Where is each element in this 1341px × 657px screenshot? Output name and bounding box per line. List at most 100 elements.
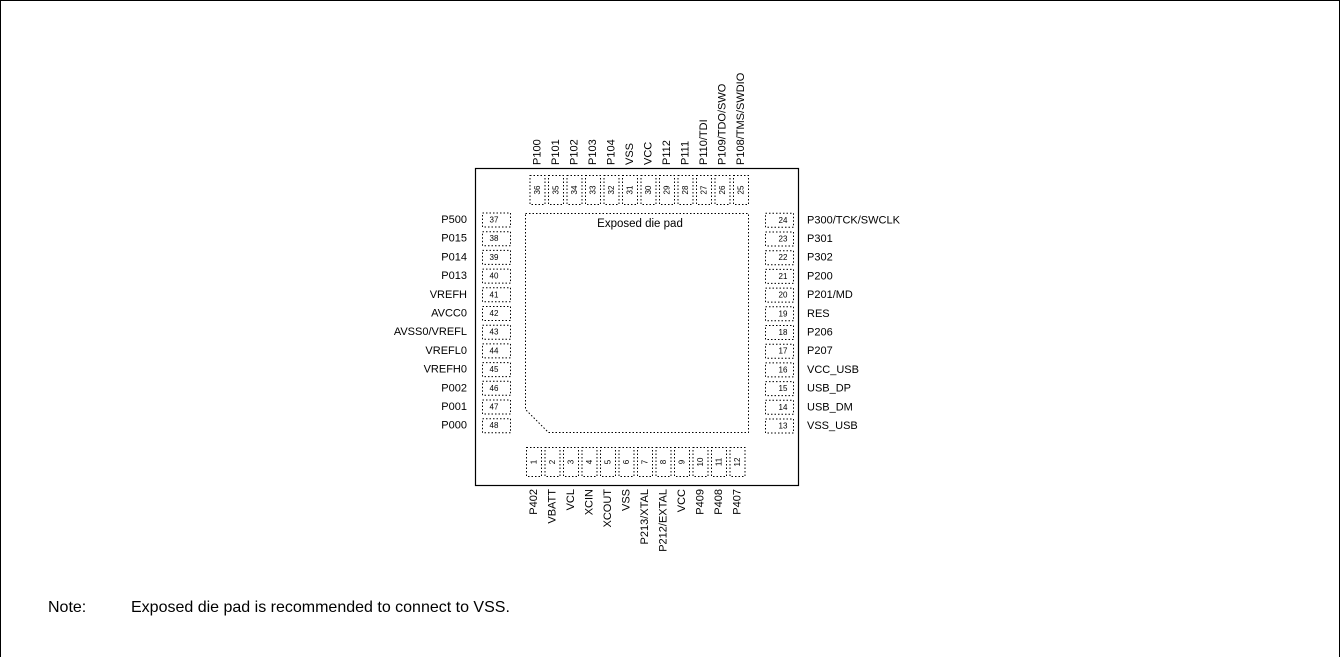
pin-label-45: VREFH0 <box>424 364 467 376</box>
pin-label-37: P500 <box>441 214 467 226</box>
pin-number-10: 10 <box>696 457 705 466</box>
pin-number-13: 13 <box>779 422 788 431</box>
pin-label-47: P001 <box>441 401 467 413</box>
pin-box-1 <box>526 447 542 477</box>
pin-label-15: USB_DP <box>807 383 851 395</box>
pin-box-21 <box>765 268 794 284</box>
pin-box-39 <box>482 249 511 265</box>
pin-box-41 <box>482 287 511 303</box>
pin-number-32: 32 <box>607 185 616 194</box>
pin-box-25 <box>733 175 749 205</box>
pin-label-24: P300/TCK/SWCLK <box>807 214 901 226</box>
pin-box-14 <box>765 399 794 415</box>
pin-box-45 <box>482 362 511 378</box>
pin-label-40: P013 <box>441 270 467 282</box>
pin-box-43 <box>482 324 511 340</box>
pin-box-23 <box>765 231 794 247</box>
pin-box-12 <box>729 447 746 477</box>
pin-box-26 <box>714 175 731 205</box>
pin-box-34 <box>566 175 583 205</box>
note-text: Exposed die pad is recommended to connec… <box>131 599 510 616</box>
pin-box-27 <box>696 175 712 205</box>
pin-number-15: 15 <box>779 384 788 393</box>
pin-label-18: P206 <box>807 327 833 339</box>
pin-label-25: P108/TMS/SWDIO <box>735 72 747 165</box>
pin-box-18 <box>765 325 794 340</box>
pin-number-43: 43 <box>490 328 499 337</box>
pin-label-11: P408 <box>713 489 725 515</box>
pin-box-33 <box>585 175 601 205</box>
pin-box-40 <box>482 268 511 284</box>
pin-label-44: VREFL0 <box>425 345 467 357</box>
pin-number-45: 45 <box>490 365 499 374</box>
pin-label-38: P015 <box>441 233 467 245</box>
pin-number-44: 44 <box>490 346 499 355</box>
pin-label-41: VREFH <box>430 289 467 301</box>
pin-number-18: 18 <box>779 328 788 337</box>
pin-label-29: P112 <box>661 140 673 165</box>
pin-box-35 <box>548 175 564 205</box>
pin-number-3: 3 <box>567 459 576 464</box>
exposed-die-pad <box>525 213 749 433</box>
pin-label-2: VBATT <box>547 489 559 524</box>
pin-label-5: XCOUT <box>602 489 614 528</box>
pin-label-31: VSS <box>624 143 636 165</box>
pin-box-15 <box>765 381 794 397</box>
note-label: Note: <box>48 599 87 616</box>
die-pad-label: Exposed die pad <box>597 218 683 230</box>
pin-label-9: VCC <box>676 489 688 512</box>
pin-label-46: P002 <box>441 382 467 394</box>
pin-number-40: 40 <box>490 272 499 281</box>
pin-label-36: P100 <box>532 139 544 165</box>
pin-label-12: P407 <box>732 489 744 515</box>
pin-label-21: P200 <box>807 270 833 282</box>
pin-number-20: 20 <box>779 291 788 300</box>
pin-box-4 <box>581 447 598 477</box>
pin-box-22 <box>765 250 794 266</box>
pin-number-26: 26 <box>718 185 727 194</box>
pin-label-22: P302 <box>807 252 833 264</box>
pin-box-7 <box>637 447 653 477</box>
pin-number-14: 14 <box>779 403 788 412</box>
pin-box-31 <box>622 175 638 205</box>
pin-box-6 <box>618 447 635 477</box>
pin-box-5 <box>600 447 616 477</box>
pin-number-29: 29 <box>663 185 672 194</box>
pin-box-20 <box>765 287 794 303</box>
pin-label-30: VCC <box>643 142 655 165</box>
pin-number-34: 34 <box>570 185 579 194</box>
pin-number-16: 16 <box>779 365 788 374</box>
pin-box-11 <box>711 447 727 477</box>
pin-number-23: 23 <box>779 235 788 244</box>
pin-number-47: 47 <box>490 403 499 412</box>
pin-number-19: 19 <box>779 309 788 318</box>
pin-label-32: P104 <box>606 139 618 165</box>
pin-number-2: 2 <box>548 459 557 464</box>
pin-label-3: VCL <box>565 489 577 510</box>
pin-box-19 <box>765 306 794 322</box>
package-outline <box>474 167 800 487</box>
pin-box-37 <box>482 212 511 228</box>
pin-label-48: P000 <box>441 420 467 432</box>
pin-label-1: P402 <box>528 489 540 515</box>
pin-label-13: VSS_USB <box>807 420 858 432</box>
pin-number-35: 35 <box>552 185 561 194</box>
pin-box-16 <box>765 362 794 378</box>
pin-label-4: XCIN <box>584 489 596 515</box>
pin-box-10 <box>692 447 709 477</box>
pin-label-20: P201/MD <box>807 289 853 301</box>
pin-label-23: P301 <box>807 233 833 245</box>
pin-number-25: 25 <box>737 185 746 194</box>
pin-label-6: VSS <box>621 489 633 511</box>
pin-box-47 <box>482 399 511 415</box>
pin-label-27: P110/TDI <box>698 119 710 165</box>
pin-box-13 <box>765 418 794 434</box>
pin-label-43: AVSS0/VREFL <box>394 326 467 338</box>
pin-label-7: P213/XTAL <box>639 489 651 544</box>
pin-number-12: 12 <box>733 457 742 466</box>
pin-label-14: USB_DM <box>807 401 853 413</box>
pin-label-16: VCC_USB <box>807 364 859 376</box>
pin-box-2 <box>544 447 561 477</box>
pin-box-36 <box>529 175 546 205</box>
